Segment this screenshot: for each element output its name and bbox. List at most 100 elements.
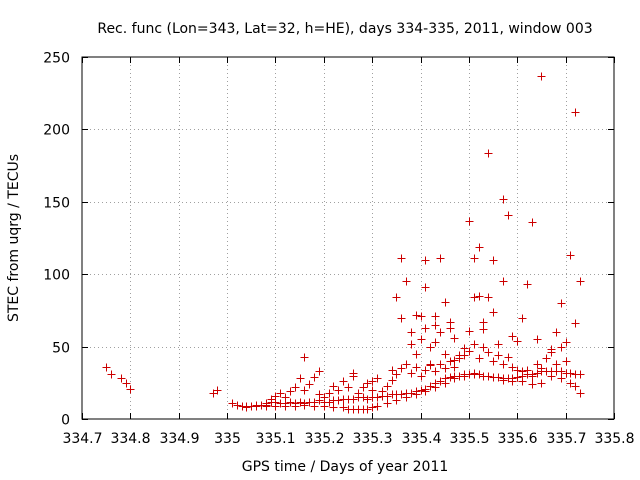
data-point <box>397 390 406 399</box>
data-point <box>122 379 131 388</box>
data-point <box>426 382 435 391</box>
data-point <box>465 327 474 336</box>
data-points <box>102 72 585 414</box>
data-point <box>421 324 430 333</box>
data-point <box>489 308 498 317</box>
data-point <box>359 383 368 392</box>
y-tick-label: 50 <box>52 341 70 357</box>
data-point <box>537 379 546 388</box>
data-point <box>368 403 377 412</box>
data-point <box>412 350 421 359</box>
data-point <box>484 293 493 302</box>
data-point <box>450 334 459 343</box>
data-point <box>508 363 517 372</box>
data-point <box>412 390 421 399</box>
data-point <box>552 328 561 337</box>
data-point <box>421 256 430 265</box>
chart-title: Rec. func (Lon=343, Lat=32, h=HE), days … <box>97 21 592 37</box>
grid-lines <box>82 57 614 419</box>
data-point <box>349 395 358 404</box>
data-point <box>383 392 392 401</box>
y-tick-label: 100 <box>43 268 70 284</box>
data-point <box>262 401 271 410</box>
x-tick-label: 335.7 <box>546 431 586 447</box>
y-axis-tick-labels: 0 50 100 150 200 250 <box>43 51 70 429</box>
data-point <box>518 377 527 386</box>
data-point <box>479 318 488 327</box>
data-point <box>484 149 493 158</box>
data-point <box>373 393 382 402</box>
data-point <box>310 373 319 382</box>
data-point <box>446 357 455 366</box>
data-point <box>441 364 450 373</box>
x-tick-label: 335.3 <box>352 431 392 447</box>
data-point <box>455 351 464 360</box>
data-point <box>470 369 479 378</box>
data-point <box>388 376 397 385</box>
data-point <box>576 389 585 398</box>
data-point <box>426 343 435 352</box>
data-point <box>117 374 126 383</box>
data-point <box>513 366 522 375</box>
data-point <box>402 277 411 286</box>
data-point <box>421 283 430 292</box>
data-point <box>441 350 450 359</box>
data-point <box>571 319 580 328</box>
data-point <box>547 345 556 354</box>
data-point <box>475 354 484 363</box>
data-point <box>518 314 527 323</box>
x-tick-label: 334.9 <box>159 431 199 447</box>
data-point <box>102 363 111 372</box>
data-point <box>542 354 551 363</box>
data-point <box>436 254 445 263</box>
data-point <box>368 386 377 395</box>
data-point <box>383 382 392 391</box>
data-point <box>373 374 382 383</box>
data-point <box>392 396 401 405</box>
data-point <box>407 389 416 398</box>
data-point <box>281 393 290 402</box>
data-point <box>417 386 426 395</box>
data-point <box>305 380 314 389</box>
data-point <box>566 369 575 378</box>
data-point <box>334 396 343 405</box>
data-point <box>388 366 397 375</box>
data-point <box>571 108 580 117</box>
data-point <box>426 360 435 369</box>
data-point <box>446 373 455 382</box>
data-point <box>412 363 421 372</box>
data-point <box>363 405 372 414</box>
data-point <box>417 335 426 344</box>
x-tick-label: 335.5 <box>449 431 489 447</box>
data-point <box>494 351 503 360</box>
data-point <box>431 321 440 330</box>
data-point <box>537 72 546 81</box>
data-point <box>533 369 542 378</box>
data-point <box>508 377 517 386</box>
data-point <box>489 256 498 265</box>
data-point <box>475 292 484 301</box>
data-point <box>446 318 455 327</box>
data-point <box>271 392 280 401</box>
data-point <box>126 385 135 394</box>
data-point <box>436 377 445 386</box>
data-point <box>402 360 411 369</box>
data-point <box>107 370 116 379</box>
y-tick-label: 150 <box>43 196 70 212</box>
data-point <box>291 402 300 411</box>
data-point <box>533 335 542 344</box>
data-point <box>320 393 329 402</box>
data-point <box>499 376 508 385</box>
data-point <box>441 298 450 307</box>
data-point <box>470 293 479 302</box>
plot-area-frame <box>81 56 615 420</box>
data-point <box>499 360 508 369</box>
data-point <box>470 254 479 263</box>
data-point <box>460 344 469 353</box>
data-point <box>363 395 372 404</box>
data-point <box>228 399 237 408</box>
x-tick-label: 334.8 <box>110 431 150 447</box>
data-point <box>465 217 474 226</box>
data-point <box>523 280 532 289</box>
data-point <box>417 372 426 381</box>
